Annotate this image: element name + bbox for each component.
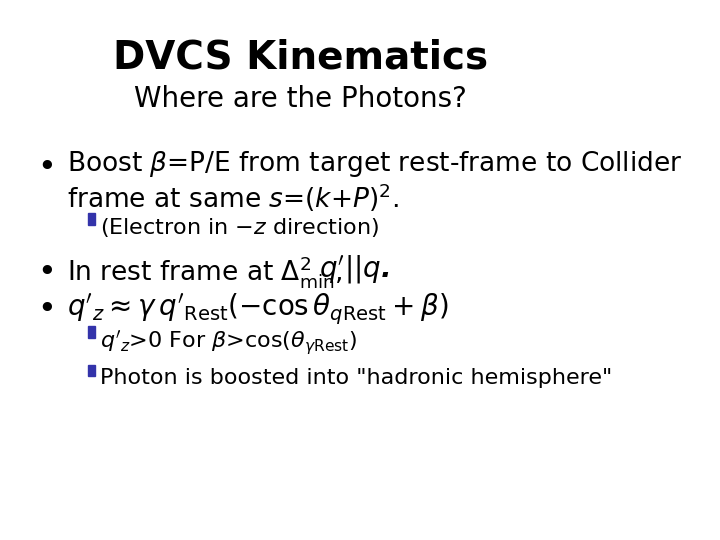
Text: Photon is boosted into "hadronic hemisphere": Photon is boosted into "hadronic hemisph… [100,368,613,388]
Text: DVCS Kinematics: DVCS Kinematics [113,39,488,77]
Text: •: • [37,294,56,325]
Text: $q'_z \approx \gamma\, q'_{\rm Rest}(-\cos\theta_{q{\rm Rest}}+\beta)$: $q'_z \approx \gamma\, q'_{\rm Rest}(-\c… [67,292,449,327]
Text: In rest frame at $\Delta^2_{\rm min}$,: In rest frame at $\Delta^2_{\rm min}$, [67,254,343,290]
Text: •: • [37,152,56,183]
Text: Boost $\beta$=P/E from target rest-frame to Collider: Boost $\beta$=P/E from target rest-frame… [67,149,683,179]
Text: Where are the Photons?: Where are the Photons? [134,85,467,113]
Text: $q'_z$>0 For $\beta$>cos($\theta_{\gamma{\rm Rest}}$): $q'_z$>0 For $\beta$>cos($\theta_{\gamma… [100,329,357,357]
Bar [88,326,95,338]
Text: •: • [37,256,56,288]
Bar [88,364,95,376]
Text: frame at same $s$=$(k$+$P)^2$.: frame at same $s$=$(k$+$P)^2$. [67,181,399,214]
Text: $q'||q$.: $q'||q$. [318,254,389,286]
Text: (Electron in $-z$ direction): (Electron in $-z$ direction) [100,217,379,239]
Bar [88,213,95,225]
